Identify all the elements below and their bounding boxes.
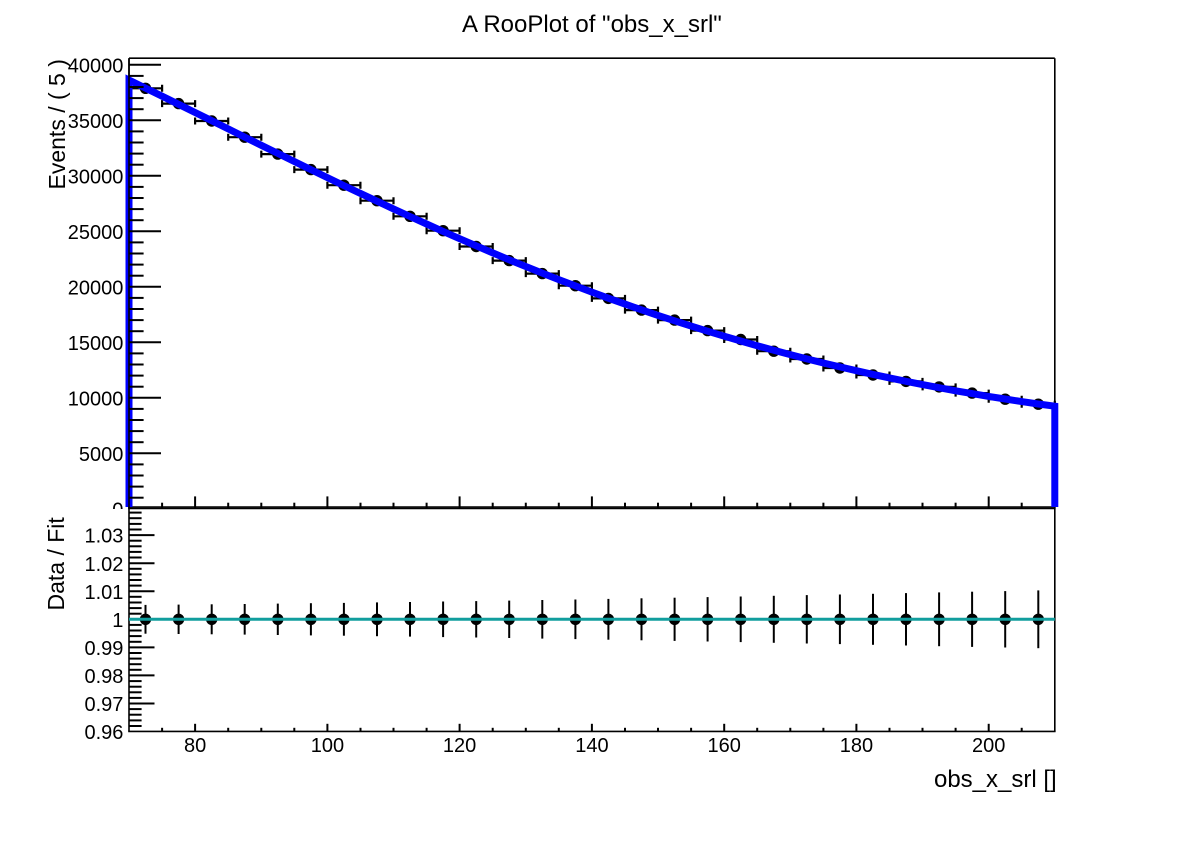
svg-text:Events / ( 5 ): Events / ( 5 )	[44, 59, 70, 189]
svg-text:0.98: 0.98	[84, 666, 123, 688]
svg-text:0.97: 0.97	[84, 694, 123, 716]
svg-text:1.03: 1.03	[84, 526, 123, 548]
svg-text:Data / Fit: Data / Fit	[43, 517, 69, 611]
svg-text:0: 0	[112, 499, 123, 521]
svg-text:40000: 40000	[68, 55, 124, 77]
svg-text:35000: 35000	[68, 111, 124, 133]
svg-text:10000: 10000	[68, 388, 124, 410]
svg-text:20000: 20000	[68, 277, 124, 299]
svg-text:25000: 25000	[68, 222, 124, 244]
svg-text:30000: 30000	[68, 166, 124, 188]
svg-text:180: 180	[840, 735, 873, 757]
svg-text:140: 140	[575, 735, 608, 757]
svg-text:5000: 5000	[79, 444, 124, 466]
svg-text:80: 80	[184, 735, 206, 757]
svg-text:160: 160	[708, 735, 741, 757]
svg-text:200: 200	[972, 735, 1005, 757]
svg-text:A RooPlot of "obs_x_srl": A RooPlot of "obs_x_srl"	[462, 11, 722, 38]
svg-text:100: 100	[311, 735, 344, 757]
svg-text:0.99: 0.99	[84, 638, 123, 660]
svg-text:1.02: 1.02	[84, 554, 123, 576]
svg-text:120: 120	[443, 735, 476, 757]
svg-text:15000: 15000	[68, 333, 124, 355]
svg-text:obs_x_srl []: obs_x_srl []	[934, 766, 1057, 793]
svg-text:1.01: 1.01	[84, 582, 123, 604]
svg-text:1: 1	[112, 610, 123, 632]
svg-text:0.96: 0.96	[84, 722, 123, 744]
